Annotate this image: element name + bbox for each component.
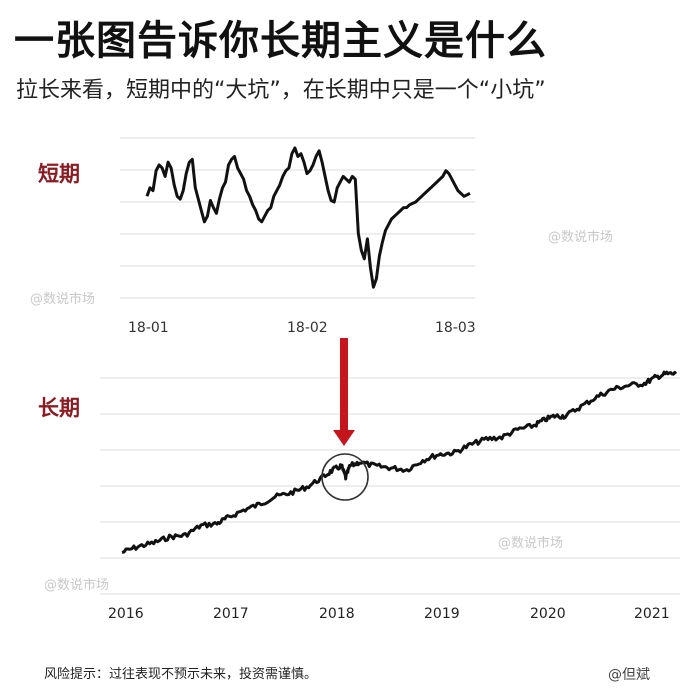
risk-disclaimer: 风险提示：过往表现不预示未来，投资需谨慎。 (44, 667, 318, 682)
watermark: @数说市场 (30, 292, 96, 307)
long-term-label: 长期 (38, 396, 80, 420)
long-x-tick: 2020 (530, 606, 566, 622)
long-x-tick: 2016 (108, 606, 144, 622)
short-x-tick: 18-03 (435, 320, 476, 336)
short-x-tick: 18-02 (287, 320, 328, 336)
long-term-series-line (121, 370, 678, 554)
short-x-tick: 18-01 (128, 320, 169, 336)
long-x-tick: 2019 (424, 606, 460, 622)
long-x-tick: 2017 (213, 606, 249, 622)
short-term-label: 短期 (38, 162, 80, 186)
down-arrow (333, 338, 355, 446)
page-subtitle: 拉长来看，短期中的“大坑”，在长期中只是一个“小坑” (16, 78, 546, 103)
short-term-grid (120, 137, 475, 299)
long-x-tick: 2018 (319, 606, 355, 622)
author-handle: @但斌 (608, 667, 650, 683)
watermark: @数说市场 (498, 536, 564, 551)
watermark: @数说市场 (548, 230, 614, 245)
long-x-tick: 2021 (634, 606, 670, 622)
short-term-series-line (145, 146, 471, 289)
long-term-grid (100, 377, 680, 595)
page-title: 一张图告诉你长期主义是什么 (14, 18, 547, 64)
watermark: @数说市场 (44, 578, 110, 593)
highlight-circle (321, 453, 369, 501)
